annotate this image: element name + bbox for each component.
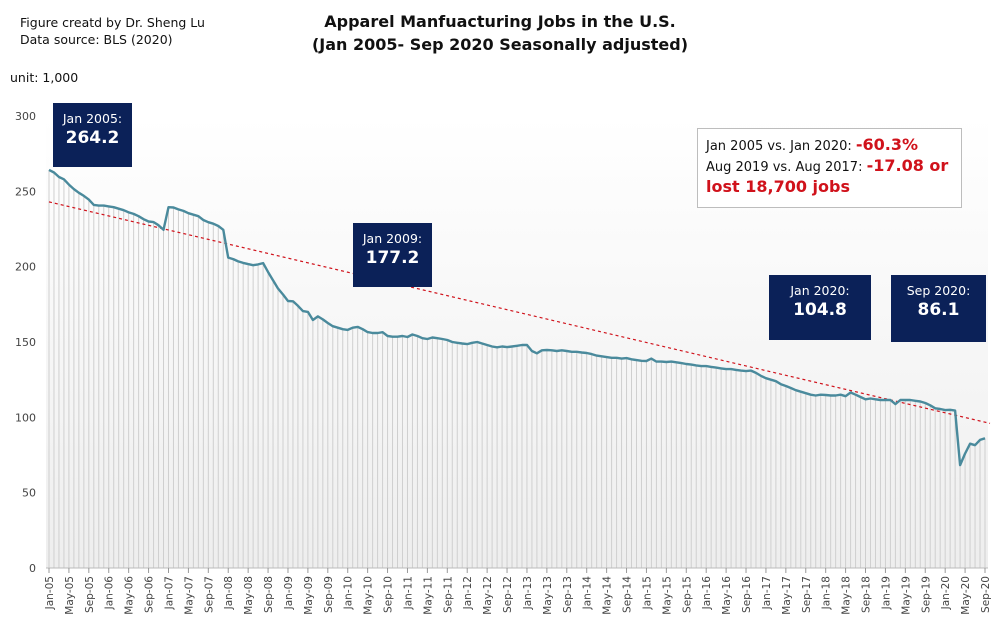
chart-title-line1: Apparel Manfuacturing Jobs in the U.S.: [324, 12, 676, 31]
x-tick-label: Jan-10: [343, 576, 355, 610]
y-tick-label: 150: [15, 336, 36, 349]
stat-label-1: Jan 2005 vs. Jan 2020:: [706, 139, 856, 154]
x-axis: Jan-05 May-05 Sep-05 Jan-06 May-06 Sep-06 Jan-…: [44, 567, 992, 615]
chart-title: Apparel Manfuacturing Jobs in the U.S. (…: [250, 10, 750, 56]
callout-value: 177.2: [365, 248, 420, 268]
x-tick-label: Sep-08: [263, 576, 275, 613]
x-tick-label: Sep-19: [920, 576, 932, 613]
stat-value-3: lost 18,700 jobs: [706, 177, 850, 196]
x-tick-label: Sep-15: [681, 576, 693, 613]
x-tick-label: Jan-15: [641, 576, 653, 610]
y-tick-label: 0: [29, 562, 36, 575]
x-tick-label: May-13: [542, 576, 554, 615]
unit-label: unit: 1,000: [10, 70, 79, 85]
x-tick-label: Jan-19: [880, 576, 892, 610]
callout-value: 86.1: [917, 300, 960, 320]
summary-stats-box: Jan 2005 vs. Jan 2020: -60.3% Aug 2019 v…: [697, 128, 962, 208]
figure-credit: Figure creatd by Dr. Sheng Lu Data sourc…: [20, 14, 205, 48]
x-tick-label: May-15: [661, 576, 673, 615]
x-tick-label: May-05: [64, 576, 76, 615]
x-tick-label: Sep-06: [144, 576, 156, 613]
x-tick-label: Jan-20: [940, 576, 952, 610]
stat-line-1: Jan 2005 vs. Jan 2020: -60.3%: [706, 135, 953, 156]
callout-jan-2009: Jan 2009: 177.2: [353, 223, 432, 287]
x-tick-label: Jan-11: [402, 576, 414, 610]
x-tick-label: May-16: [721, 576, 733, 615]
x-tick-label: Sep-12: [502, 576, 514, 613]
x-tick-label: Sep-18: [861, 576, 873, 613]
callout-jan-2020: Jan 2020: 104.8: [769, 275, 871, 340]
x-tick-label: Jan-08: [223, 576, 235, 610]
x-tick-label: Jan-07: [163, 576, 175, 610]
y-tick-label: 200: [15, 261, 36, 274]
x-tick-label: Jan-05: [44, 576, 56, 610]
x-tick-label: Jan-17: [761, 576, 773, 610]
x-tick-label: May-10: [363, 576, 375, 615]
callout-label: Jan 2020:: [790, 283, 850, 298]
x-tick-label: Sep-05: [84, 576, 96, 613]
x-tick-label: May-07: [183, 576, 195, 615]
x-tick-label: May-09: [303, 576, 315, 615]
drop-lines: [48, 169, 986, 568]
stat-line-3: lost 18,700 jobs: [706, 177, 953, 198]
callout-sep-2020: Sep 2020: 86.1: [891, 275, 986, 342]
x-tick-label: May-17: [781, 576, 793, 615]
x-tick-label: Sep-07: [203, 576, 215, 613]
x-tick-label: May-19: [900, 576, 912, 615]
stat-value-2: -17.08 or: [866, 156, 949, 175]
x-tick-label: Jan-13: [522, 576, 534, 610]
callout-label: Jan 2005:: [62, 111, 123, 126]
callout-value: 264.2: [65, 128, 120, 148]
x-tick-label: May-12: [482, 576, 494, 615]
callout-value: 104.8: [793, 300, 847, 320]
x-tick-label: Sep-13: [562, 576, 574, 613]
credit-source: Data source: BLS (2020): [20, 32, 173, 47]
x-tick-label: Jan-16: [701, 576, 713, 611]
callout-label: Jan 2009:: [362, 231, 423, 246]
x-tick-label: Jan-12: [462, 576, 474, 610]
x-tick-label: Jan-09: [283, 576, 295, 610]
x-tick-label: May-11: [422, 576, 434, 615]
x-tick-label: May-20: [960, 576, 972, 615]
x-tick-label: Sep-17: [801, 576, 813, 613]
x-tick-label: May-14: [602, 576, 614, 615]
callout-jan-2005: Jan 2005: 264.2: [53, 103, 132, 167]
x-tick-label: Sep-10: [383, 576, 395, 613]
credit-author: Figure creatd by Dr. Sheng Lu: [20, 15, 205, 30]
chart-title-line2: (Jan 2005- Sep 2020 Seasonally adjusted): [311, 35, 689, 54]
x-tick-label: Sep-14: [622, 576, 634, 613]
x-tick-label: Jan-06: [104, 576, 116, 611]
x-tick-label: Sep-11: [442, 576, 454, 613]
x-tick-label: Sep-09: [323, 576, 335, 613]
x-tick-label: Jan-18: [821, 576, 833, 610]
y-tick-label: 50: [22, 487, 36, 500]
stat-line-2: Aug 2019 vs. Aug 2017: -17.08 or: [706, 156, 953, 177]
stat-value-1: -60.3%: [855, 135, 919, 154]
y-tick-label: 100: [15, 411, 36, 424]
x-tick-label: Jan-14: [582, 576, 594, 611]
x-tick-label: Sep-20: [980, 576, 992, 613]
series-line-jobs: [48, 168, 986, 467]
y-tick-label: 300: [15, 110, 36, 123]
y-axis: 0 50 100 150 200 250 300: [15, 110, 36, 575]
trend-line: [48, 201, 991, 424]
y-tick-label: 250: [15, 185, 36, 198]
stat-label-2: Aug 2019 vs. Aug 2017:: [706, 160, 867, 175]
x-tick-label: May-06: [124, 576, 136, 615]
x-tick-label: May-08: [243, 576, 255, 615]
x-tick-label: Sep-16: [741, 576, 753, 613]
callout-label: Sep 2020:: [906, 283, 971, 298]
x-tick-label: May-18: [841, 576, 853, 615]
